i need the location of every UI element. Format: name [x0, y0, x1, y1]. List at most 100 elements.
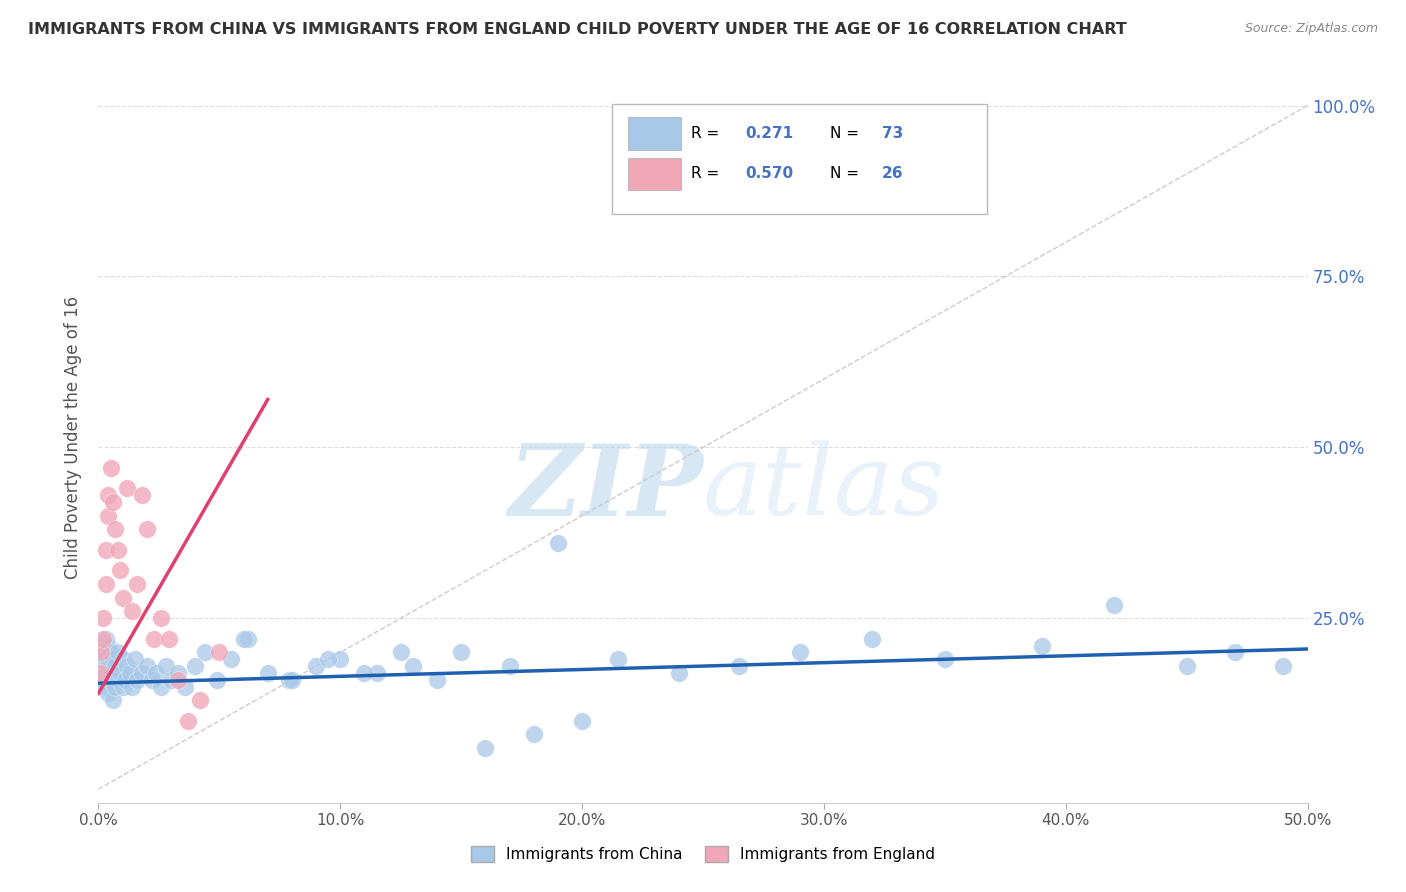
Point: [91, 673, 114, 687]
Text: 0.271: 0.271: [745, 126, 793, 141]
Point: [194, 645, 217, 659]
Point: [104, 659, 127, 673]
Point: [124, 652, 146, 666]
Point: [121, 680, 143, 694]
Text: R =: R =: [690, 166, 724, 181]
Point: [789, 645, 811, 659]
Point: [97, 686, 120, 700]
Text: N =: N =: [830, 126, 863, 141]
Point: [329, 652, 352, 666]
Point: [607, 652, 630, 666]
Point: [177, 714, 200, 728]
Point: [94, 577, 117, 591]
Point: [160, 673, 183, 687]
Point: [108, 563, 131, 577]
Point: [1223, 645, 1246, 659]
Point: [281, 673, 304, 687]
Point: [127, 673, 149, 687]
Point: [104, 680, 127, 694]
Point: [728, 659, 751, 673]
Point: [97, 488, 120, 502]
Point: [174, 680, 197, 694]
Point: [118, 665, 141, 680]
Point: [305, 659, 328, 673]
Point: [256, 665, 278, 680]
Point: [90, 645, 112, 659]
Point: [389, 645, 412, 659]
Point: [157, 632, 180, 646]
Point: [101, 652, 124, 666]
Point: [498, 659, 520, 673]
Point: [108, 665, 131, 680]
Point: [238, 632, 260, 646]
Point: [97, 508, 120, 523]
Point: [1175, 659, 1198, 673]
Point: [547, 536, 569, 550]
Point: [100, 665, 122, 680]
Point: [1272, 659, 1295, 673]
Text: N =: N =: [830, 166, 863, 181]
Point: [150, 680, 173, 694]
Point: [107, 645, 129, 659]
Point: [167, 665, 190, 680]
Text: 73: 73: [882, 126, 903, 141]
Point: [426, 673, 449, 687]
Point: [131, 488, 153, 502]
Text: atlas: atlas: [703, 441, 946, 536]
Point: [860, 632, 883, 646]
Point: [402, 659, 425, 673]
Point: [107, 542, 129, 557]
Point: [141, 673, 163, 687]
Point: [1031, 639, 1053, 653]
Point: [107, 673, 129, 687]
Point: [127, 577, 149, 591]
Point: [571, 714, 593, 728]
Point: [100, 673, 122, 687]
Point: [205, 673, 228, 687]
Point: [523, 727, 546, 741]
Point: [167, 673, 190, 687]
Point: [353, 665, 375, 680]
Point: [934, 652, 956, 666]
Point: [121, 604, 143, 618]
Point: [117, 659, 139, 673]
Point: [94, 632, 117, 646]
Point: [278, 673, 301, 687]
Point: [366, 665, 388, 680]
Text: ZIP: ZIP: [508, 440, 703, 536]
Point: [117, 481, 139, 495]
Point: [135, 522, 157, 536]
Text: IMMIGRANTS FROM CHINA VS IMMIGRANTS FROM ENGLAND CHILD POVERTY UNDER THE AGE OF : IMMIGRANTS FROM CHINA VS IMMIGRANTS FROM…: [28, 22, 1126, 37]
Point: [232, 632, 254, 646]
Point: [100, 645, 122, 659]
Point: [101, 495, 124, 509]
Point: [221, 652, 243, 666]
Point: [131, 665, 153, 680]
Y-axis label: Child Poverty Under the Age of 16: Child Poverty Under the Age of 16: [63, 295, 82, 579]
Point: [111, 591, 134, 605]
Point: [97, 659, 120, 673]
Point: [94, 680, 117, 694]
Point: [94, 652, 117, 666]
Point: [114, 673, 136, 687]
Point: [450, 645, 472, 659]
Text: 0.570: 0.570: [745, 166, 793, 181]
Legend: Immigrants from China, Immigrants from England: Immigrants from China, Immigrants from E…: [464, 840, 942, 868]
Point: [101, 693, 124, 707]
Point: [143, 632, 166, 646]
Point: [90, 665, 112, 680]
Point: [184, 659, 207, 673]
Point: [150, 611, 173, 625]
Point: [316, 652, 339, 666]
Point: [111, 652, 134, 666]
Point: [145, 665, 167, 680]
Point: [91, 611, 114, 625]
Point: [91, 645, 114, 659]
Text: 26: 26: [882, 166, 904, 181]
Point: [208, 645, 231, 659]
Point: [668, 665, 690, 680]
FancyBboxPatch shape: [628, 118, 682, 150]
Point: [94, 542, 117, 557]
Point: [111, 680, 134, 694]
Point: [100, 460, 122, 475]
